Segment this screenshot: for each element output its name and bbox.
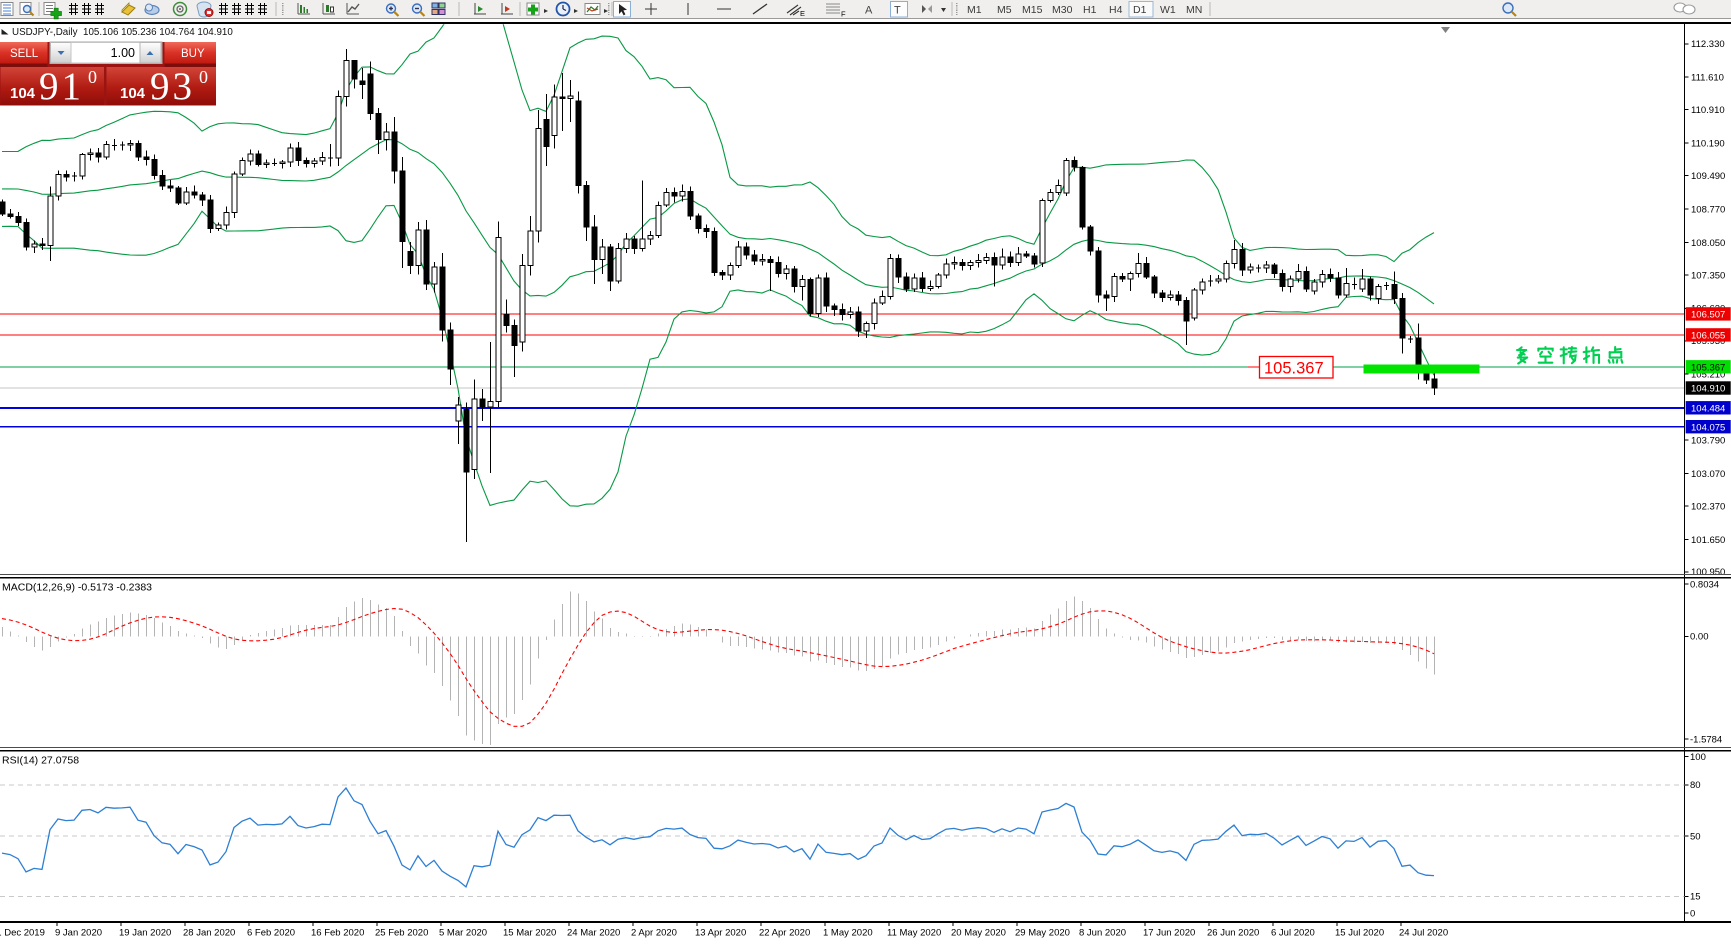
svg-text:9 Jan 2020: 9 Jan 2020 [55, 928, 102, 939]
svg-text:105.930: 105.930 [1691, 336, 1725, 347]
svg-text:104: 104 [120, 85, 146, 102]
svg-text:0: 0 [199, 67, 208, 87]
svg-text:107.350: 107.350 [1691, 270, 1725, 281]
svg-text:W1: W1 [1160, 4, 1176, 16]
svg-text:1.00: 1.00 [111, 46, 135, 60]
svg-text:H4: H4 [1109, 4, 1123, 16]
svg-text:22 Apr 2020: 22 Apr 2020 [759, 928, 810, 939]
svg-text:19 Jan 2020: 19 Jan 2020 [119, 928, 171, 939]
svg-text:SELL: SELL [10, 48, 39, 60]
svg-text:110.190: 110.190 [1691, 139, 1725, 150]
svg-text:16 Feb 2020: 16 Feb 2020 [311, 928, 364, 939]
svg-text:0: 0 [1690, 908, 1695, 919]
svg-text:1 May 2020: 1 May 2020 [823, 928, 873, 939]
svg-text:93: 93 [150, 65, 195, 108]
svg-text:MN: MN [1186, 4, 1202, 16]
svg-text:50: 50 [1690, 832, 1701, 843]
svg-text:A: A [865, 5, 873, 17]
svg-text:100.950: 100.950 [1691, 567, 1725, 578]
svg-text:26 Jun 2020: 26 Jun 2020 [1207, 928, 1259, 939]
svg-text:F: F [841, 10, 846, 19]
svg-text:0: 0 [88, 67, 97, 87]
svg-text:110.910: 110.910 [1691, 105, 1725, 116]
svg-text:108.050: 108.050 [1691, 238, 1725, 249]
svg-text:80: 80 [1690, 780, 1701, 791]
svg-text:-1.5784: -1.5784 [1690, 734, 1722, 745]
svg-text:13 Apr 2020: 13 Apr 2020 [695, 928, 746, 939]
svg-text:105.210: 105.210 [1691, 370, 1725, 381]
svg-text:USDJPY-,Daily: USDJPY-,Daily [12, 27, 78, 38]
svg-text:100: 100 [1690, 752, 1706, 763]
svg-text:D1: D1 [1133, 4, 1147, 16]
svg-text:104: 104 [10, 85, 36, 102]
svg-text:108.770: 108.770 [1691, 204, 1725, 215]
svg-text:M5: M5 [997, 4, 1012, 16]
svg-text:91: 91 [39, 65, 84, 108]
svg-text:2 Apr 2020: 2 Apr 2020 [631, 928, 677, 939]
svg-text:106.507: 106.507 [1691, 310, 1725, 321]
svg-text:104.484: 104.484 [1691, 404, 1725, 415]
svg-text:112.330: 112.330 [1691, 39, 1725, 50]
svg-text:M30: M30 [1052, 4, 1073, 16]
svg-text:BUY: BUY [181, 48, 205, 60]
svg-text:11 May 2020: 11 May 2020 [887, 928, 941, 939]
svg-text:6 Feb 2020: 6 Feb 2020 [247, 928, 295, 939]
svg-text:15 Jul 2020: 15 Jul 2020 [1335, 928, 1384, 939]
svg-text:T: T [894, 5, 901, 17]
svg-text:101.650: 101.650 [1691, 535, 1725, 546]
svg-text:M15: M15 [1022, 4, 1043, 16]
svg-text:RSI(14) 27.0758: RSI(14) 27.0758 [2, 755, 79, 767]
svg-text:8 Jun 2020: 8 Jun 2020 [1079, 928, 1126, 939]
svg-text:109.490: 109.490 [1691, 171, 1725, 182]
svg-text:104.910: 104.910 [1691, 384, 1725, 395]
svg-text:M1: M1 [967, 4, 982, 16]
svg-text:29 May 2020: 29 May 2020 [1015, 928, 1070, 939]
svg-text:31 Dec 2019: 31 Dec 2019 [0, 928, 45, 939]
svg-text:H1: H1 [1083, 4, 1097, 16]
svg-text:24 Jul 2020: 24 Jul 2020 [1399, 928, 1448, 939]
svg-text:105.367: 105.367 [1691, 363, 1725, 374]
svg-text:106.055: 106.055 [1691, 331, 1725, 342]
svg-text:103.790: 103.790 [1691, 436, 1725, 447]
svg-text:25 Feb 2020: 25 Feb 2020 [375, 928, 428, 939]
svg-text:0.8034: 0.8034 [1690, 580, 1719, 591]
svg-text:15: 15 [1690, 892, 1701, 903]
svg-text:17 Jun 2020: 17 Jun 2020 [1143, 928, 1195, 939]
svg-text:104.075: 104.075 [1691, 422, 1725, 433]
svg-text:6 Jul 2020: 6 Jul 2020 [1271, 928, 1315, 939]
svg-text:28 Jan 2020: 28 Jan 2020 [183, 928, 235, 939]
svg-text:0.00: 0.00 [1690, 632, 1709, 643]
svg-text:102.370: 102.370 [1691, 501, 1725, 512]
svg-text:111.610: 111.610 [1691, 73, 1724, 84]
svg-text:105.106 105.236 104.764 104.91: 105.106 105.236 104.764 104.910 [83, 27, 233, 38]
svg-text:105.367: 105.367 [1264, 360, 1324, 378]
svg-text:MACD(12,26,9) -0.5173 -0.2383: MACD(12,26,9) -0.5173 -0.2383 [2, 582, 152, 594]
svg-text:5 Mar 2020: 5 Mar 2020 [439, 928, 487, 939]
svg-text:E: E [800, 9, 805, 18]
svg-text:103.070: 103.070 [1691, 469, 1725, 480]
svg-text:24 Mar 2020: 24 Mar 2020 [567, 928, 620, 939]
svg-text:20 May 2020: 20 May 2020 [951, 928, 1006, 939]
svg-text:15 Mar 2020: 15 Mar 2020 [503, 928, 556, 939]
